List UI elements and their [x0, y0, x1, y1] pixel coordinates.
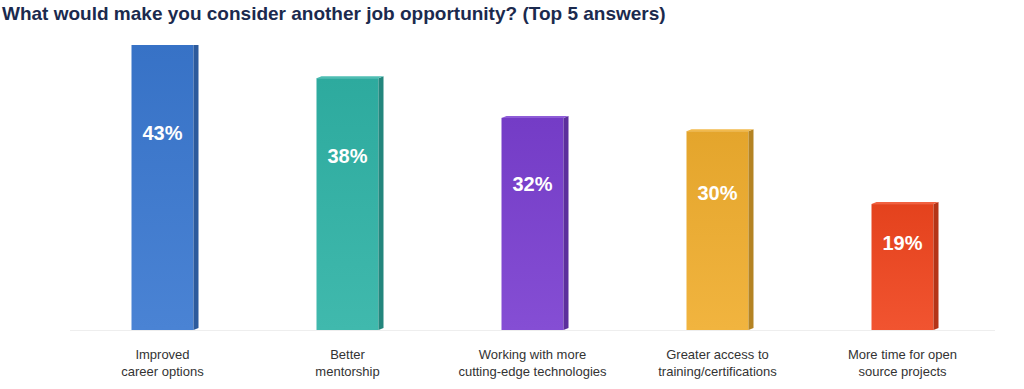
- bar-side: [379, 76, 384, 330]
- bar-top: [872, 202, 939, 204]
- data-label: 38%: [327, 145, 367, 167]
- category-label-line: Better: [330, 347, 365, 362]
- baseline: [70, 330, 995, 331]
- bar: [872, 204, 934, 330]
- category-label: Greater access to training/certifications: [658, 347, 777, 379]
- chart-svg: What would make you consider another job…: [0, 0, 1024, 389]
- category-label-line: More time for open: [848, 347, 957, 362]
- bar: [132, 45, 194, 330]
- bar-side: [564, 116, 569, 330]
- bar: [502, 118, 564, 330]
- category-label: More time for open source projects: [848, 347, 957, 379]
- category-label-line: source projects: [858, 364, 947, 379]
- category-label-line: Improved: [135, 347, 189, 362]
- bar-side: [749, 129, 754, 330]
- category-label-line: Greater access to: [666, 347, 769, 362]
- labels: 43% Improved career options 38% Better mentor…: [121, 122, 957, 379]
- data-label: 30%: [697, 182, 737, 204]
- category-label: Better mentorship: [315, 347, 379, 379]
- category-label: Working with more cutting-edge technologi…: [458, 347, 607, 379]
- bars: [132, 45, 939, 330]
- bar-top: [317, 76, 384, 78]
- category-label-line: mentorship: [315, 364, 379, 379]
- bar-side: [934, 202, 939, 330]
- bar-side: [194, 45, 199, 330]
- category-label-line: Working with more: [479, 347, 586, 362]
- data-label: 32%: [512, 173, 552, 195]
- chart-container: What would make you consider another job…: [0, 0, 1024, 389]
- category-label-line: cutting-edge technologies: [458, 364, 607, 379]
- bar-top: [687, 129, 754, 131]
- category-label-line: training/certifications: [658, 364, 777, 379]
- category-label-line: career options: [121, 364, 204, 379]
- data-label: 43%: [142, 122, 182, 144]
- bar-top: [502, 116, 569, 118]
- bar: [687, 131, 749, 330]
- data-label: 19%: [882, 232, 922, 254]
- chart-title: What would make you consider another job…: [2, 3, 666, 24]
- category-label: Improved career options: [121, 347, 204, 379]
- bar: [317, 78, 379, 330]
